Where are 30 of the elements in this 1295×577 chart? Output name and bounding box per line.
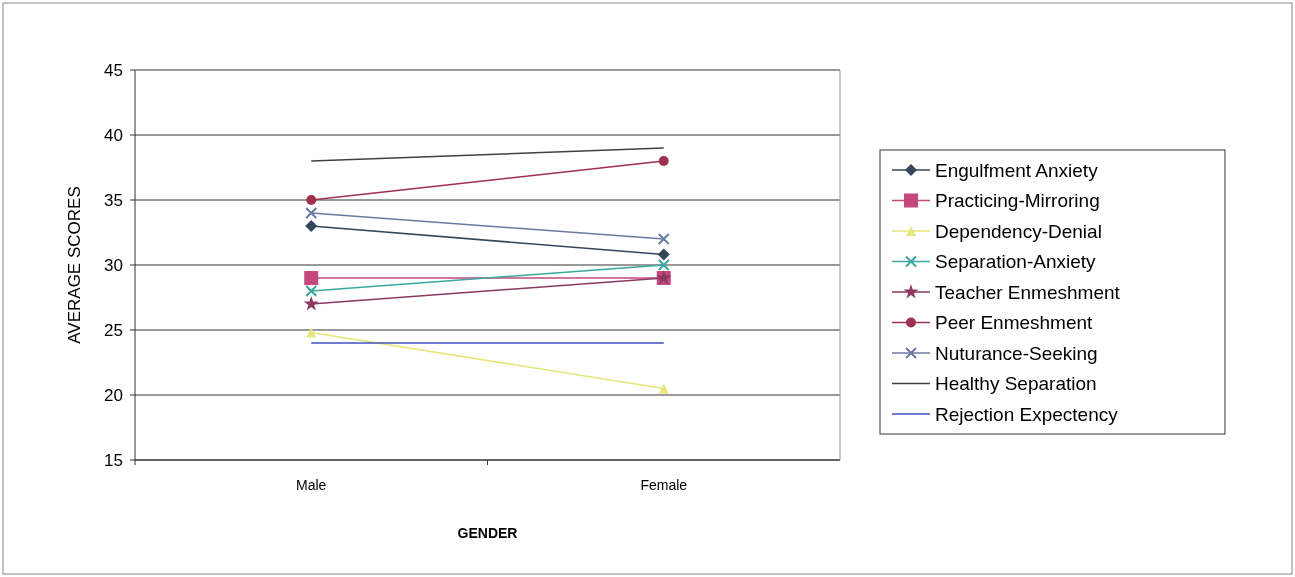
y-tick-label: 20 <box>104 385 123 405</box>
legend-label: Engulfment Anxiety <box>935 159 1099 181</box>
point <box>657 233 670 245</box>
point <box>657 259 670 271</box>
point <box>304 271 319 285</box>
y-tick-label: 35 <box>104 190 123 210</box>
x-tick-label: Male <box>296 477 327 493</box>
point <box>303 296 319 311</box>
y-tick-label: 30 <box>104 255 123 275</box>
x-axis-title: GENDER <box>457 525 518 541</box>
legend-label: Teacher Enmeshment <box>935 281 1121 303</box>
point <box>305 207 318 219</box>
y-tick-label: 25 <box>104 320 123 340</box>
y-axis-title: AVERAGE SCORES <box>65 186 84 344</box>
x-tick-label: Female <box>640 477 688 493</box>
legend-label: Dependency-Denial <box>935 220 1102 242</box>
point <box>305 220 318 232</box>
legend-label: Healthy Separation <box>935 373 1097 395</box>
point <box>657 248 670 261</box>
legend-label: Peer Enmeshment <box>935 312 1094 334</box>
y-tick-label: 45 <box>104 60 123 80</box>
point <box>305 285 318 297</box>
y-tick-label: 15 <box>104 450 123 470</box>
legend-label: Separation-Anxiety <box>935 251 1097 273</box>
y-tick-label: 40 <box>104 125 123 145</box>
legend-label: Rejection Expectency <box>935 403 1119 425</box>
legend-label: Nuturance-Seeking <box>935 342 1098 364</box>
legend-label: Practicing-Mirroring <box>935 190 1100 212</box>
point <box>658 156 669 166</box>
point <box>306 195 317 205</box>
